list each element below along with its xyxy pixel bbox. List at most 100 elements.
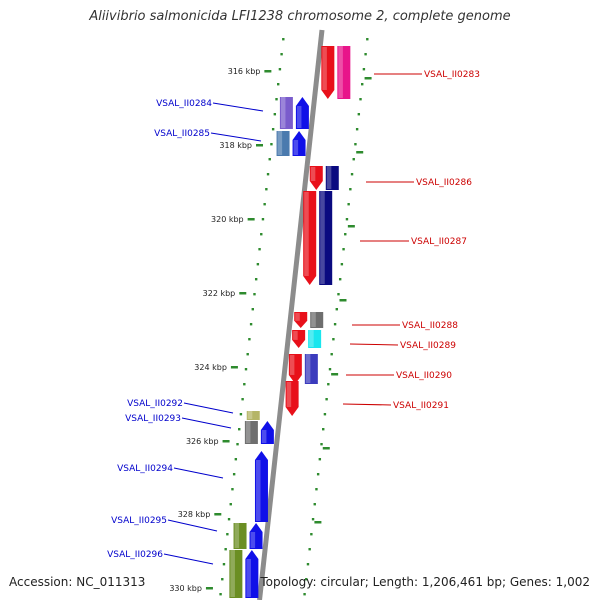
- tick-dot: [258, 248, 261, 251]
- tick-mark: [239, 292, 247, 295]
- tick-label: 326 kbp: [186, 437, 219, 446]
- leader-line: [210, 132, 262, 142]
- gene-VSAL_II0285: [292, 131, 306, 156]
- tick-dot: [244, 368, 248, 371]
- tick-dot: [355, 128, 359, 131]
- tick-dot: [316, 473, 320, 476]
- tick-dot: [268, 158, 271, 161]
- tick-dot: [263, 203, 266, 206]
- tick-label: 328 kbp: [178, 510, 211, 519]
- tick-dot: [318, 458, 322, 461]
- leader-line: [181, 417, 232, 429]
- tick-dot: [335, 308, 338, 311]
- tick-mark: [331, 373, 339, 376]
- tick-dot: [260, 233, 263, 236]
- tick-dot: [362, 68, 366, 71]
- gene-VSAL_II0287: [303, 191, 317, 285]
- tick-dot: [238, 428, 241, 431]
- tick-dot: [322, 428, 325, 431]
- tick-dot: [364, 53, 367, 56]
- tick-dot: [273, 113, 277, 116]
- tick-dot: [308, 548, 311, 551]
- tick-dot: [315, 488, 318, 491]
- gene-label: VSAL_II0283: [424, 70, 480, 80]
- tick-dot: [249, 323, 253, 326]
- tick-label: 322 kbp: [203, 289, 236, 298]
- tick-dot: [253, 293, 256, 296]
- leader-line: [342, 403, 392, 406]
- tick-mark: [222, 440, 230, 443]
- tick-label: 324 kbp: [194, 363, 227, 372]
- tick-marks: 316 kbp 318 kbp 320 kbp 322 kbp 324 kbp 326 k…: [169, 67, 372, 593]
- tick-mark: [256, 144, 264, 147]
- tick-dot: [361, 83, 364, 86]
- gene-VSAL_II0288: [294, 312, 308, 328]
- gene-label: VSAL_II0284: [156, 99, 212, 109]
- gene-label: VSAL_II0287: [411, 237, 467, 247]
- tick-dot: [254, 278, 258, 281]
- tick-dot: [330, 353, 333, 356]
- gene-VSAL_II0289-track: [308, 330, 322, 348]
- tick-dot: [251, 308, 254, 311]
- leader-line: [183, 402, 234, 414]
- tick-dot: [306, 563, 310, 566]
- map-title: Aliivibrio salmonicida LFI1238 chromosom…: [89, 9, 511, 24]
- tick-dot: [311, 518, 315, 521]
- gene-VSAL_II0284: [295, 97, 309, 129]
- tick-dot: [246, 353, 249, 356]
- tick-dot: [320, 443, 323, 446]
- gene-VSAL_II0290: [288, 354, 302, 384]
- tick-dot: [222, 563, 226, 566]
- leader-line: [167, 519, 218, 532]
- backbone-line: [257, 29, 325, 600]
- tick-dot: [342, 248, 345, 251]
- gene-label: VSAL_II0286: [416, 178, 472, 188]
- tick-dot: [256, 263, 260, 266]
- gene-VSAL_II0287-track: [319, 191, 333, 285]
- tick-dot: [282, 38, 285, 41]
- tick-mark: [205, 587, 213, 590]
- tick-dot: [310, 533, 313, 536]
- tick-dot: [350, 173, 354, 176]
- tick-dot: [333, 323, 337, 326]
- tick-label: 320 kbp: [211, 215, 244, 224]
- tick-mark: [356, 151, 364, 154]
- gene-VSAL_II0288-track: [310, 312, 324, 328]
- gene-VSAL_II0295-track: [233, 523, 247, 549]
- tick-dot: [231, 488, 234, 491]
- tick-mark: [247, 218, 255, 221]
- tick-dot: [325, 398, 328, 401]
- tick-label: 316 kbp: [228, 67, 261, 76]
- tick-dot: [275, 98, 278, 101]
- gene-label: VSAL_II0292: [127, 399, 183, 409]
- gene-label: VSAL_II0293: [125, 414, 181, 424]
- gene-label: VSAL_II0288: [402, 321, 458, 331]
- gene-VSAL_II0283-track: [337, 46, 351, 99]
- gene-labels: VSAL_II0283 VSAL_II0284 VSAL_II0285 VSAL_II…: [107, 70, 480, 560]
- tick-mark: [214, 513, 222, 516]
- tick-dot: [241, 398, 244, 401]
- gene-VSAL_II0295: [249, 523, 263, 549]
- gene-label: VSAL_II0289: [400, 341, 456, 351]
- accession-text: Accession: NC_011313: [9, 575, 146, 589]
- tick-mark: [230, 366, 238, 369]
- tick-label: 318 kbp: [219, 141, 252, 150]
- tick-dot: [278, 68, 282, 71]
- tick-dot: [359, 98, 362, 101]
- tick-dot: [305, 578, 308, 581]
- gene-VSAL_II0296: [245, 550, 259, 598]
- tick-dot-tracks: [219, 38, 369, 596]
- leader-line: [349, 343, 399, 346]
- gene-VSAL_II0292: [246, 411, 260, 420]
- leader-line: [163, 553, 214, 565]
- tick-dot: [243, 383, 246, 386]
- leader-line: [212, 102, 264, 112]
- tick-dot: [337, 293, 340, 296]
- tick-mark: [364, 77, 372, 80]
- tick-dot: [332, 338, 335, 341]
- tick-dot: [219, 593, 222, 596]
- genome-stats-text: Topology: circular; Length: 1,206,461 bp…: [260, 575, 590, 589]
- tick-dot: [229, 503, 232, 506]
- tick-dot: [224, 548, 227, 551]
- backbone: [257, 29, 325, 600]
